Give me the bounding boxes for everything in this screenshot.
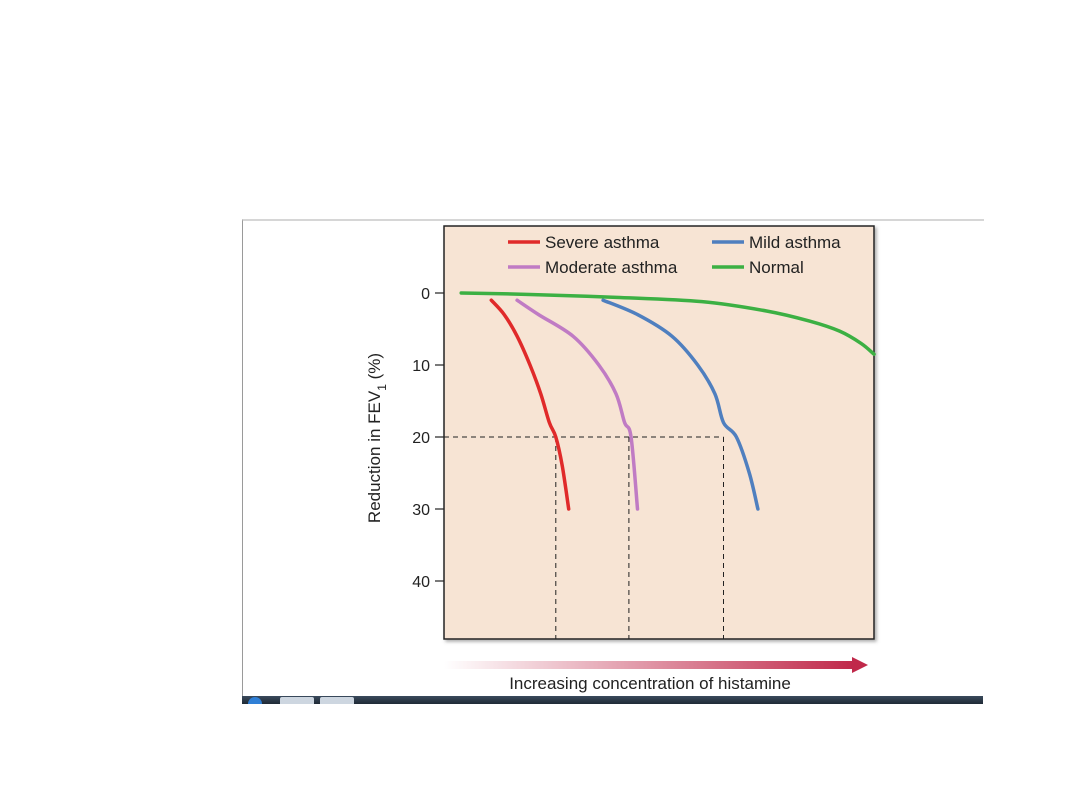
series-line-mild-asthma [601,298,760,511]
series-line-severe-asthma [489,298,571,511]
legend-label-moderate-asthma: Moderate asthma [545,258,678,277]
y-axis: 0 10 20 30 40 [412,286,444,591]
legend: Severe asthma Mild asthma Moderate asthma N… [508,233,841,277]
threshold-lines [444,436,724,639]
y-axis-title-main: Reduction in FEV [365,390,384,523]
series-line-normal [459,291,876,356]
y-tick-label: 0 [421,286,430,303]
legend-label-mild-asthma: Mild asthma [749,233,841,252]
y-axis-title-subscript: 1 [375,384,389,391]
y-axis-title-suffix: (%) [365,353,384,384]
plot-area [443,225,875,640]
series-line-moderate-asthma [515,298,640,511]
start-button[interactable] [248,697,262,704]
taskbar-button-app[interactable] [320,697,354,704]
concentration-arrow-head [852,657,868,673]
concentration-arrow [444,657,868,673]
legend-label-normal: Normal [749,258,804,277]
x-axis-title: Increasing concentration of histamine [509,674,791,693]
y-tick-label: 10 [412,358,430,375]
y-axis-title: Reduction in FEV1 (%) [365,353,389,523]
concentration-arrow-bar [444,661,854,669]
y-tick-label: 20 [412,430,430,447]
taskbar-button-explorer[interactable] [280,697,314,704]
series-layer [459,291,876,511]
y-tick-label: 30 [412,502,430,519]
y-tick-label: 40 [412,574,430,591]
os-taskbar [242,696,983,704]
legend-label-severe-asthma: Severe asthma [545,233,660,252]
